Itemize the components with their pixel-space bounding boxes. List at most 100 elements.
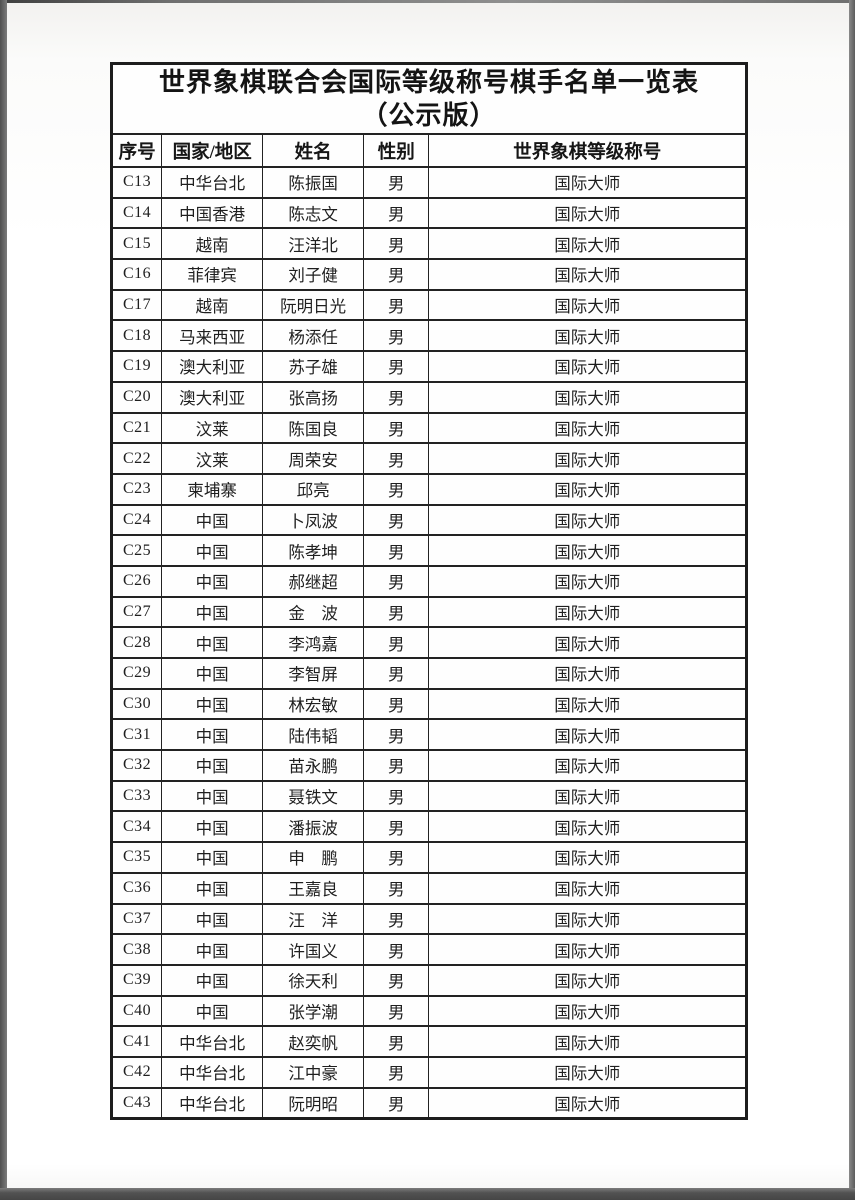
- cell-name: 王嘉良: [262, 871, 365, 905]
- cell-name: 陈国良: [262, 411, 365, 445]
- cell-serial: C31: [110, 718, 163, 752]
- cell-serial: C41: [110, 1025, 163, 1058]
- cell-region: 中国: [161, 626, 264, 659]
- cell-name: 赵奕帆: [262, 1025, 365, 1058]
- cell-rating-title: 国际大师: [428, 534, 747, 567]
- cell-name: 李智屏: [262, 657, 365, 690]
- cell-serial: C22: [110, 442, 163, 475]
- cell-region: 中国: [161, 503, 264, 537]
- table-row: C37 中国 汪 洋 男 国际大师: [110, 902, 747, 936]
- cell-serial: C37: [110, 902, 163, 936]
- cell-gender: 男: [363, 1086, 430, 1120]
- table-row: C19 澳大利亚 苏子雄 男 国际大师: [110, 350, 747, 383]
- header-gender: 性别: [363, 133, 430, 168]
- cell-gender: 男: [363, 227, 430, 261]
- cell-rating-title: 国际大师: [428, 963, 747, 997]
- cell-serial: C38: [110, 933, 163, 966]
- cell-rating-title: 国际大师: [428, 810, 747, 844]
- cell-region: 中华台北: [161, 1025, 264, 1058]
- cell-name: 刘子健: [262, 258, 365, 291]
- table-row: C18 马来西亚 杨添任 男 国际大师: [110, 319, 747, 353]
- table-row: C36 中国 王嘉良 男 国际大师: [110, 871, 747, 905]
- cell-name: 李鸿嘉: [262, 626, 365, 659]
- cell-region: 中国: [161, 933, 264, 966]
- cell-rating-title: 国际大师: [428, 350, 747, 383]
- cell-gender: 男: [363, 258, 430, 291]
- cell-region: 越南: [161, 227, 264, 261]
- table-row: C23 柬埔寨 邱亮 男 国际大师: [110, 472, 747, 506]
- cell-gender: 男: [363, 933, 430, 966]
- table-row: C41 中华台北 赵奕帆 男 国际大师: [110, 1025, 747, 1058]
- cell-region: 马来西亚: [161, 319, 264, 353]
- table-row: C20 澳大利亚 张高扬 男 国际大师: [110, 380, 747, 414]
- cell-serial: C28: [110, 626, 163, 659]
- cell-region: 中华台北: [161, 1086, 264, 1120]
- cell-name: 苗永鹏: [262, 749, 365, 782]
- table-row: C38 中国 许国义 男 国际大师: [110, 933, 747, 966]
- cell-name: 许国义: [262, 933, 365, 966]
- cell-serial: C15: [110, 227, 163, 261]
- cell-region: 柬埔寨: [161, 472, 264, 506]
- table-row: C25 中国 陈孝坤 男 国际大师: [110, 534, 747, 567]
- cell-gender: 男: [363, 994, 430, 1028]
- cell-rating-title: 国际大师: [428, 749, 747, 782]
- cell-gender: 男: [363, 564, 430, 598]
- cell-gender: 男: [363, 779, 430, 813]
- cell-serial: C39: [110, 963, 163, 997]
- cell-name: 郝继超: [262, 564, 365, 598]
- table-row: C26 中国 郝继超 男 国际大师: [110, 564, 747, 598]
- header-serial: 序号: [110, 133, 163, 168]
- cell-rating-title: 国际大师: [428, 657, 747, 690]
- table-row: C32 中国 苗永鹏 男 国际大师: [110, 749, 747, 782]
- cell-serial: C29: [110, 657, 163, 690]
- cell-name: 周荣安: [262, 442, 365, 475]
- cell-region: 中国: [161, 902, 264, 936]
- cell-region: 澳大利亚: [161, 380, 264, 414]
- cell-gender: 男: [363, 534, 430, 567]
- cell-rating-title: 国际大师: [428, 564, 747, 598]
- table-row: C43 中华台北 阮明昭 男 国际大师: [110, 1086, 747, 1120]
- cell-serial: C14: [110, 196, 163, 230]
- header-name: 姓名: [262, 133, 365, 168]
- table-row: C17 越南 阮明日光 男 国际大师: [110, 288, 747, 322]
- cell-rating-title: 国际大师: [428, 319, 747, 353]
- cell-name: 林宏敏: [262, 687, 365, 721]
- cell-rating-title: 国际大师: [428, 442, 747, 475]
- cell-serial: C20: [110, 380, 163, 414]
- cell-region: 中国香港: [161, 196, 264, 230]
- player-roster-table: 世界象棋联合会国际等级称号棋手名单一览表 （公示版） 序号 国家/地区 姓名 性…: [110, 62, 748, 1121]
- cell-name: 汪 洋: [262, 902, 365, 936]
- cell-serial: C32: [110, 749, 163, 782]
- cell-rating-title: 国际大师: [428, 258, 747, 291]
- cell-rating-title: 国际大师: [428, 196, 747, 230]
- cell-gender: 男: [363, 841, 430, 874]
- cell-serial: C27: [110, 595, 163, 629]
- header-region: 国家/地区: [161, 133, 264, 168]
- photo-edge-bottom: [0, 1188, 855, 1200]
- cell-rating-title: 国际大师: [428, 994, 747, 1028]
- cell-rating-title: 国际大师: [428, 166, 747, 199]
- cell-name: 阮明日光: [262, 288, 365, 322]
- cell-region: 中国: [161, 595, 264, 629]
- cell-rating-title: 国际大师: [428, 779, 747, 813]
- table-row: C28 中国 李鸿嘉 男 国际大师: [110, 626, 747, 659]
- cell-serial: C35: [110, 841, 163, 874]
- table-row: C29 中国 李智屏 男 国际大师: [110, 657, 747, 690]
- cell-region: 中国: [161, 657, 264, 690]
- cell-name: 申 鹏: [262, 841, 365, 874]
- cell-gender: 男: [363, 319, 430, 353]
- table-row: C34 中国 潘振波 男 国际大师: [110, 810, 747, 844]
- cell-rating-title: 国际大师: [428, 227, 747, 261]
- cell-region: 中国: [161, 994, 264, 1028]
- table-row: C13 中华台北 陈振国 男 国际大师: [110, 166, 747, 199]
- table-row: C30 中国 林宏敏 男 国际大师: [110, 687, 747, 721]
- cell-name: 卜凤波: [262, 503, 365, 537]
- header-title: 世界象棋等级称号: [428, 133, 747, 168]
- table-row: C33 中国 聂铁文 男 国际大师: [110, 779, 747, 813]
- cell-region: 中国: [161, 871, 264, 905]
- table-row: C35 中国 申 鹏 男 国际大师: [110, 841, 747, 874]
- cell-name: 江中豪: [262, 1055, 365, 1089]
- cell-rating-title: 国际大师: [428, 902, 747, 936]
- cell-region: 中国: [161, 810, 264, 844]
